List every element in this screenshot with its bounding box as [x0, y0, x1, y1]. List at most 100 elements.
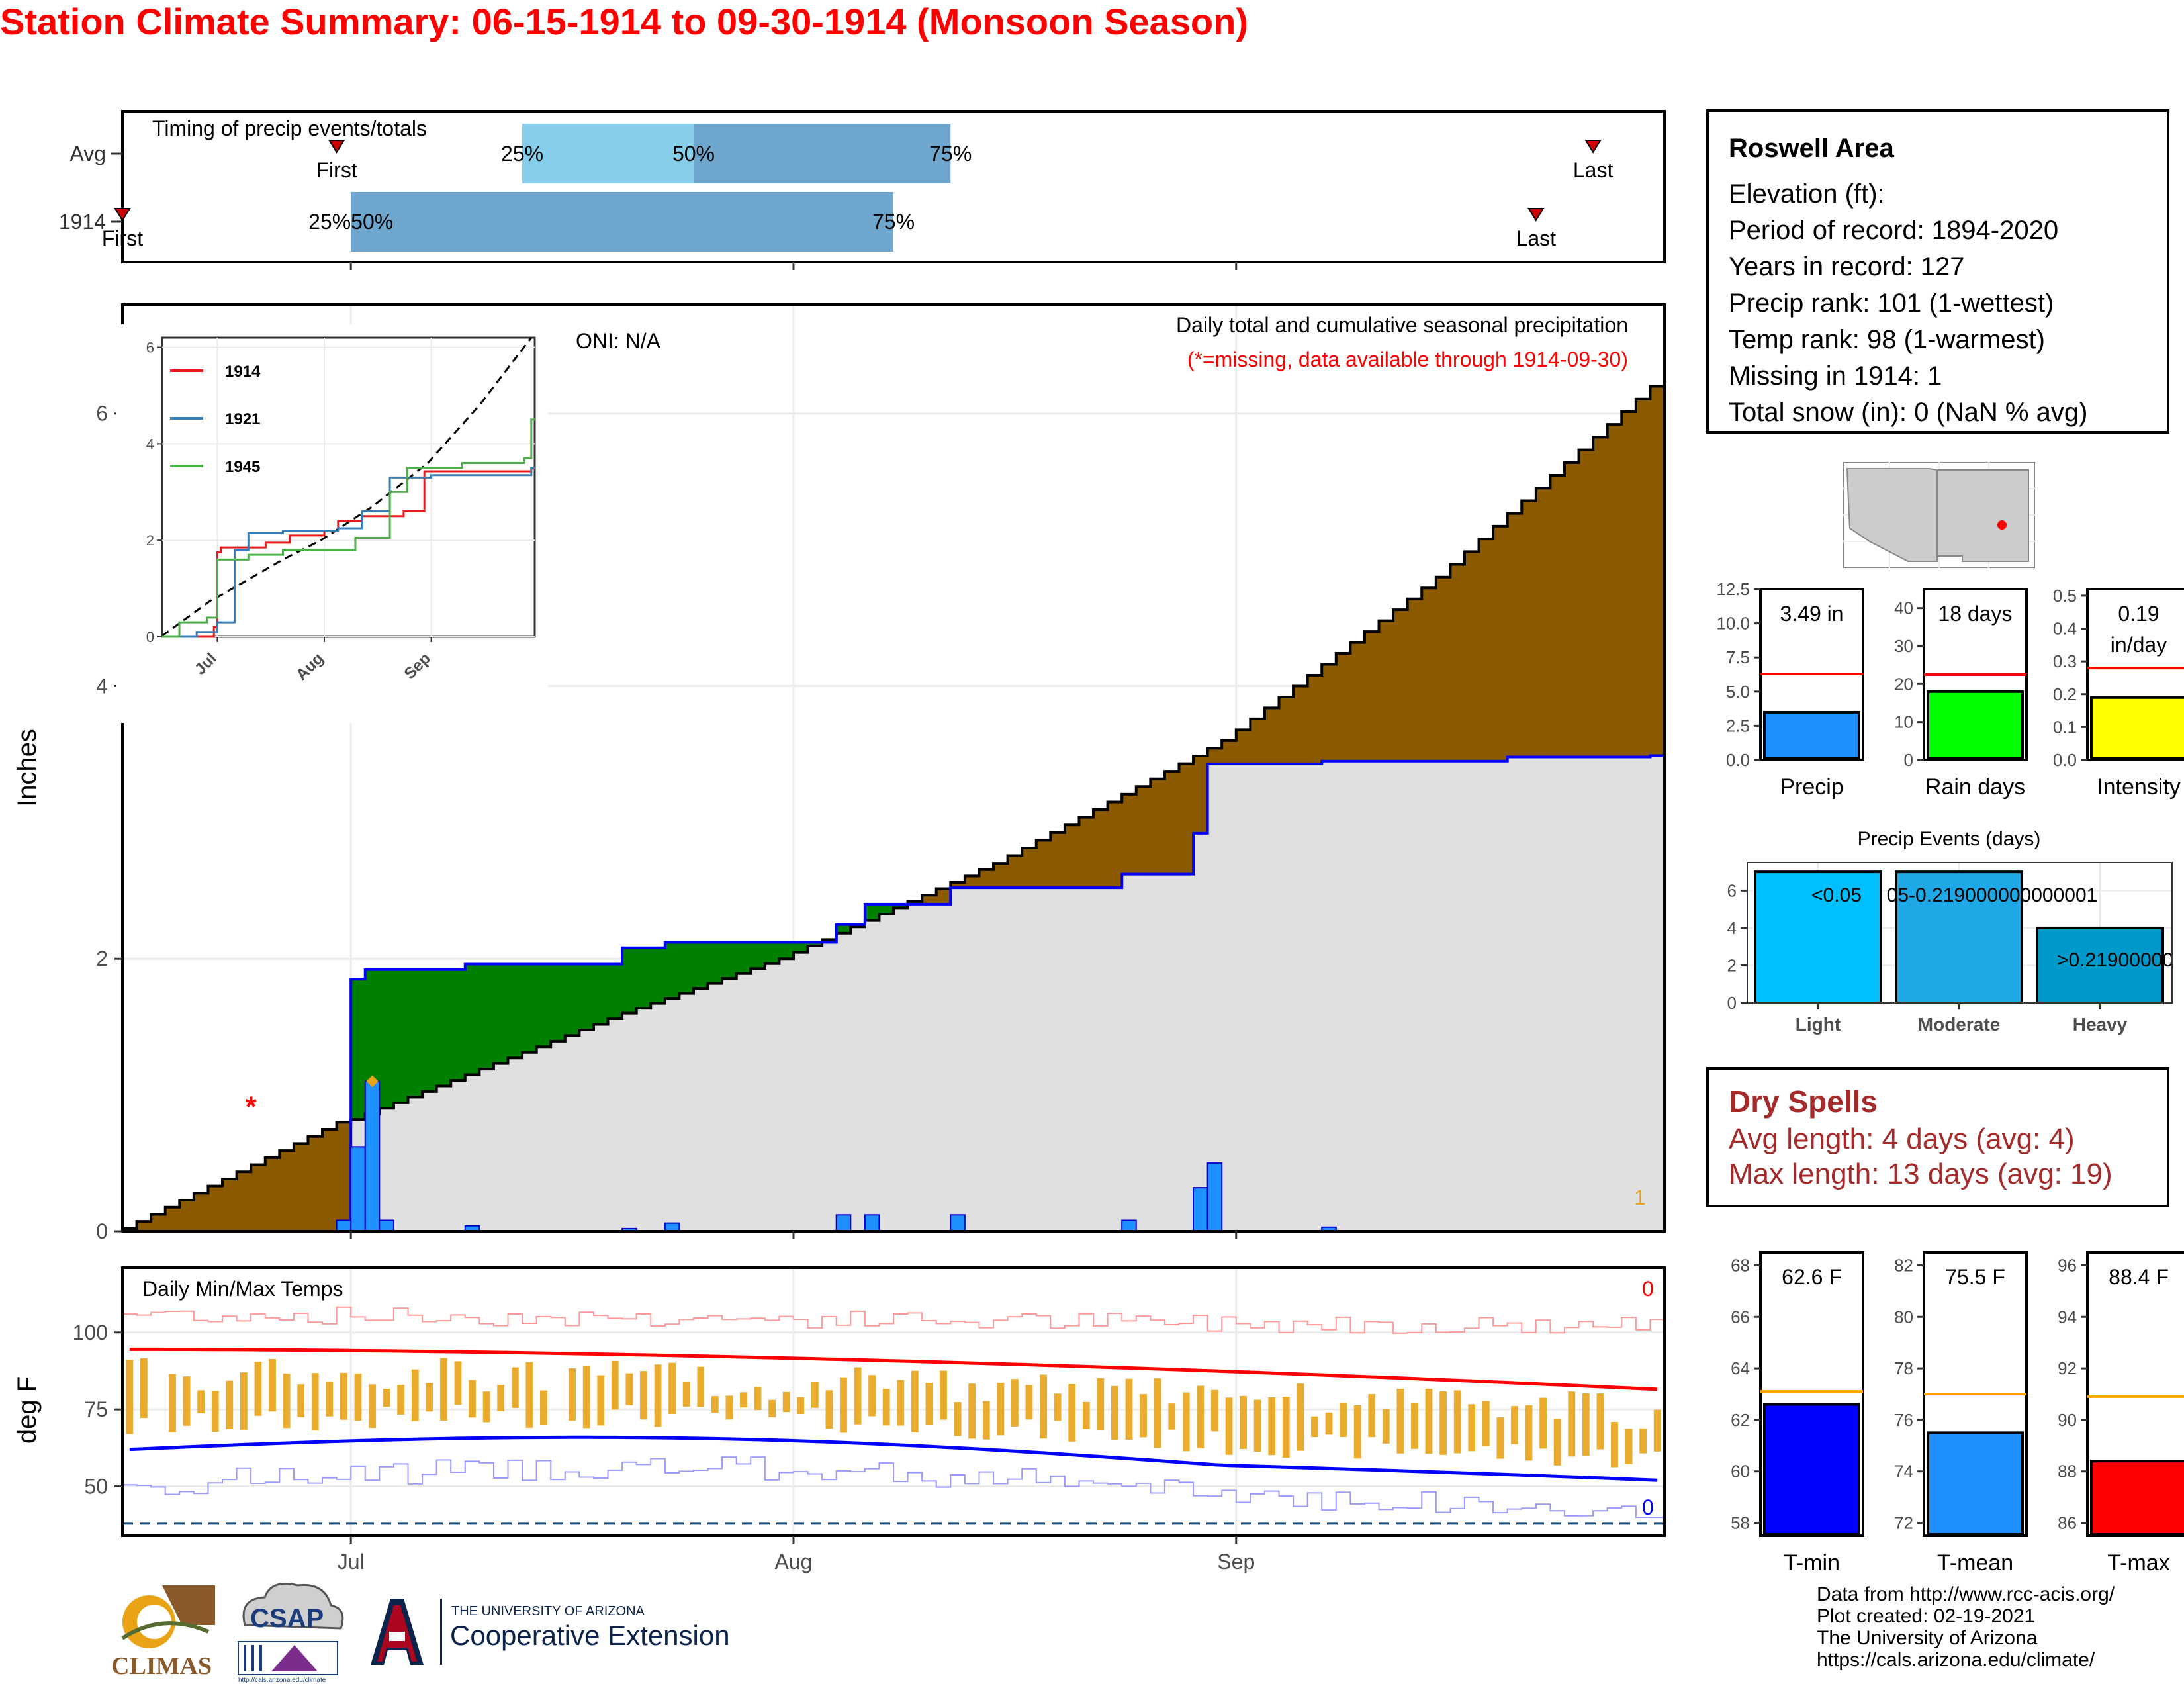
stat-y-tick-label: 2.5 — [1726, 716, 1750, 735]
daily-temp-bar — [369, 1384, 376, 1428]
stat-bar — [2090, 1460, 2184, 1536]
surplus-segment — [893, 904, 909, 908]
plot-area — [122, 385, 1664, 1231]
deficit-segment — [1136, 786, 1151, 874]
csap-logo-icon — [238, 1582, 344, 1675]
stat-category-label: Precip — [1780, 774, 1843, 800]
stat-y-tick-label: 62 — [1731, 1410, 1750, 1430]
deficit-segment — [193, 1193, 209, 1231]
daily-temp-bar — [1539, 1397, 1547, 1449]
stat-y-tick-label: 7.5 — [1726, 647, 1750, 667]
stat-y-tick-label: 88 — [2058, 1462, 2077, 1481]
daily-temp-bar — [740, 1392, 747, 1408]
surplus-segment — [522, 964, 537, 1053]
plot-bg — [122, 1268, 1664, 1536]
stat-value-label: 62.6 F — [1782, 1265, 1842, 1289]
surplus-segment — [393, 969, 409, 1103]
iqr-bar-upper — [693, 124, 951, 183]
deficit-segment — [1535, 488, 1551, 757]
daily-temp-bar — [540, 1390, 547, 1425]
deficit-segment — [993, 863, 1009, 888]
daily-precip-bar — [1206, 1162, 1223, 1231]
stat-category-label: Rain days — [1925, 774, 2025, 800]
stat-y-tick-label: 72 — [1894, 1513, 1913, 1533]
dry-spells-title: Dry Spells — [1729, 1084, 1878, 1119]
precip-events-chart: Precip Events (days) 0 2 4 6 Light Moderate Hea… — [1727, 828, 2173, 1035]
y-tick-label: 75 — [84, 1397, 108, 1421]
surplus-segment — [593, 964, 609, 1025]
daily-temp-bar — [226, 1380, 234, 1429]
deficit-segment — [151, 1214, 166, 1231]
daily-temp-bar — [197, 1390, 205, 1413]
deficit-segment — [1578, 449, 1594, 757]
deficit-segment — [1236, 729, 1251, 764]
stat-y-tick-label: 58 — [1731, 1513, 1750, 1533]
deficit-segment — [1007, 855, 1023, 888]
first-label: First — [316, 158, 357, 182]
daily-temp-bar — [1211, 1389, 1218, 1432]
deficit-segment — [251, 1164, 266, 1231]
deficit-segment — [1507, 513, 1522, 757]
deficit-segment — [136, 1221, 152, 1231]
surplus-segment — [693, 942, 709, 989]
deficit-segment — [936, 888, 951, 904]
surplus-segment — [465, 964, 480, 1075]
daily-temp-bar — [1082, 1401, 1090, 1429]
deficit-segment — [1593, 437, 1608, 757]
events-y-tick-label: 6 — [1727, 880, 1737, 900]
surplus-segment — [664, 942, 680, 999]
daily-temp-bar — [440, 1358, 447, 1421]
stat-bar — [1927, 1431, 2024, 1536]
daily-temp-bar — [754, 1387, 762, 1411]
daily-temp-bar — [768, 1399, 776, 1417]
daily-temp-bar — [1353, 1405, 1361, 1459]
deficit-segment — [1364, 632, 1380, 761]
plot-frame — [121, 1266, 1666, 1537]
stat-y-tick-label: 68 — [1731, 1255, 1750, 1275]
observed-cumulative-line — [122, 754, 1664, 1231]
stat-value-label: 18 days — [1938, 602, 2012, 626]
daily-temp-bar — [811, 1382, 819, 1408]
credit-line: https://cals.arizona.edu/climate/ — [1817, 1649, 2095, 1671]
daily-temp-bar — [1011, 1379, 1019, 1427]
deficit-segment — [1650, 386, 1664, 756]
climas-logo-icon — [121, 1585, 215, 1648]
stat-bar — [1763, 710, 1860, 760]
surplus-segment — [608, 964, 623, 1019]
dry-max-length: Max length: 13 days (avg: 19) — [1729, 1158, 2113, 1190]
chart-annotation-title: Daily total and cumulative seasonal prec… — [1176, 313, 1628, 337]
events-x-tick-label: Moderate — [1918, 1014, 2000, 1035]
stat-y-tick-label: 82 — [1894, 1255, 1913, 1275]
missing-marker: * — [246, 1090, 257, 1123]
surplus-segment — [551, 964, 566, 1041]
daily-temp-bar — [840, 1377, 847, 1433]
stat-value-label: 88.4 F — [2109, 1265, 2169, 1289]
daily-temp-bar — [925, 1382, 933, 1425]
events-x-tick-label: Light — [1796, 1014, 1841, 1035]
deficit-segment — [979, 869, 994, 888]
stat-y-tick-label: 0 — [1904, 750, 1913, 770]
daily-temp-bar — [897, 1380, 905, 1426]
last-marker — [1584, 140, 1602, 154]
credit-line: Plot created: 02-19-2021 — [1817, 1605, 2036, 1627]
surplus-segment — [351, 979, 366, 1120]
surplus-segment — [536, 964, 551, 1047]
daily-temp-bar — [1596, 1393, 1604, 1450]
daily-temp-bar — [1625, 1429, 1633, 1464]
deficit-segment — [1093, 810, 1109, 888]
daily-temp-bar — [426, 1383, 433, 1412]
stat-y-tick-label: 12.5 — [1716, 579, 1750, 599]
observed-area — [122, 755, 1664, 1231]
station-info-box: Roswell Area Elevation (ft): Period of r… — [1706, 109, 2169, 434]
deficit-segment — [1479, 539, 1494, 761]
y-tick-label: 50 — [84, 1475, 108, 1499]
last-marker — [1527, 208, 1545, 222]
dry-avg-length: Avg length: 4 days (avg: 4) — [1729, 1123, 2075, 1155]
stat-y-tick-label: 76 — [1894, 1410, 1913, 1430]
daily-temp-bar — [326, 1382, 334, 1417]
info-line: Total snow (in): 0 (NaN % avg) — [1729, 398, 2088, 427]
stat-y-tick-label: 0.2 — [2053, 684, 2077, 704]
deficit-segment — [1293, 686, 1308, 764]
stat-y-tick-label: 92 — [2058, 1358, 2077, 1378]
